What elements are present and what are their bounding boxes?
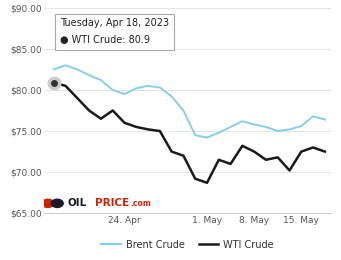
Legend: Brent Crude, WTI Crude: Brent Crude, WTI Crude xyxy=(97,236,278,253)
Text: .com: .com xyxy=(130,199,151,208)
Text: OIL: OIL xyxy=(68,198,87,208)
Circle shape xyxy=(51,199,63,207)
Circle shape xyxy=(42,199,54,207)
Text: PRICE: PRICE xyxy=(95,198,129,208)
Text: Tuesday, Apr 18, 2023
● WTI Crude: 80.9: Tuesday, Apr 18, 2023 ● WTI Crude: 80.9 xyxy=(60,18,169,45)
